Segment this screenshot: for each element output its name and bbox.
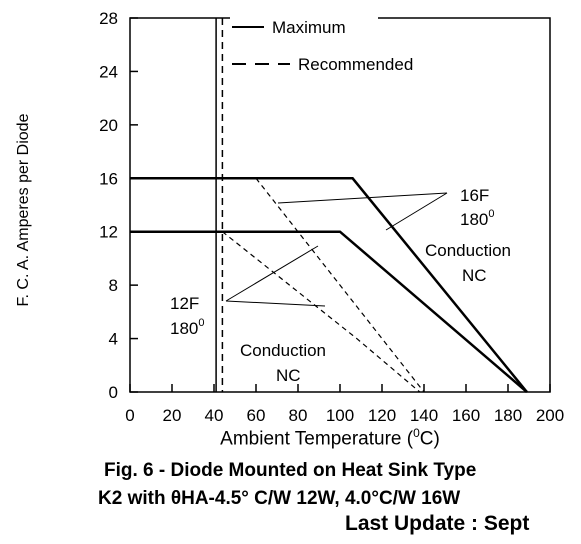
y-tick-label: 4 [109, 330, 118, 349]
annotation-12f-line4: NC [276, 366, 301, 385]
series-line-16f-max [130, 177, 528, 393]
x-tick-label: 80 [289, 406, 308, 425]
annotation-16f-line1: 16F [460, 186, 489, 205]
series-lines [130, 177, 528, 393]
x-tick-label: 20 [163, 406, 182, 425]
y-tick-label: 20 [99, 116, 118, 135]
annotation-leader [225, 245, 319, 302]
x-tick-label: 120 [368, 406, 396, 425]
tick-labels: 0 4 8 12 16 20 24 28 0 20 40 60 80 100 120 140 160 180 200 [99, 9, 564, 425]
legend-bg-1 [230, 16, 378, 38]
x-tick-label: 200 [536, 406, 564, 425]
legend-label-maximum: Maximum [272, 18, 346, 37]
annotation-12f-line3: Conduction [240, 341, 326, 360]
annotation-16f: 16F 1800 Conduction NC [425, 186, 511, 285]
legend-bg-2 [230, 52, 440, 74]
annotation-leader-lines [225, 192, 448, 307]
legend-label-recommended: Recommended [298, 55, 413, 74]
series-line-12f-max [130, 230, 528, 393]
annotation-16f-line2: 1800 [460, 208, 495, 229]
y-tick-label: 12 [99, 223, 118, 242]
annotation-16f-line4: NC [462, 266, 487, 285]
x-tick-label: 0 [125, 406, 134, 425]
last-update-text: Last Update : Sept [345, 512, 530, 535]
annotation-12f: 12F 1800 Conduction NC [170, 294, 326, 385]
figure-caption: Fig. 6 - Diode Mounted on Heat Sink Type [104, 460, 477, 481]
y-axis-label-text: F. C. A. Amperes per Diode [15, 113, 32, 307]
annotation-leader [385, 192, 448, 231]
annotation-leader [225, 300, 326, 307]
annotation-leader [277, 192, 448, 204]
legend: Maximum Recommended [230, 16, 440, 74]
y-tick-label: 8 [109, 276, 118, 295]
series-line-16f-recommended [255, 177, 425, 393]
x-axis-label: Ambient Temperature (0C) [220, 426, 440, 450]
y-tick-label: 0 [109, 383, 118, 402]
y-tick-label: 28 [99, 9, 118, 28]
x-tick-label: 140 [410, 406, 438, 425]
annotation-12f-line2: 1800 [170, 317, 205, 338]
x-tick-label: 40 [205, 406, 224, 425]
x-tick-label: 160 [452, 406, 480, 425]
series-line-12f-recommended [222, 231, 421, 393]
annotation-12f-line1: 12F [170, 294, 199, 313]
y-tick-label: 24 [99, 62, 118, 81]
y-tick-label: 16 [99, 169, 118, 188]
figure-caption-line2: K2 with θHA-4.5° C/W 12W, 4.0°C/W 16W [98, 488, 461, 509]
x-tick-label: 60 [247, 406, 266, 425]
x-tick-label: 100 [326, 406, 354, 425]
annotation-16f-line3: Conduction [425, 241, 511, 260]
x-tick-label: 180 [494, 406, 522, 425]
reference-lines [215, 18, 224, 392]
